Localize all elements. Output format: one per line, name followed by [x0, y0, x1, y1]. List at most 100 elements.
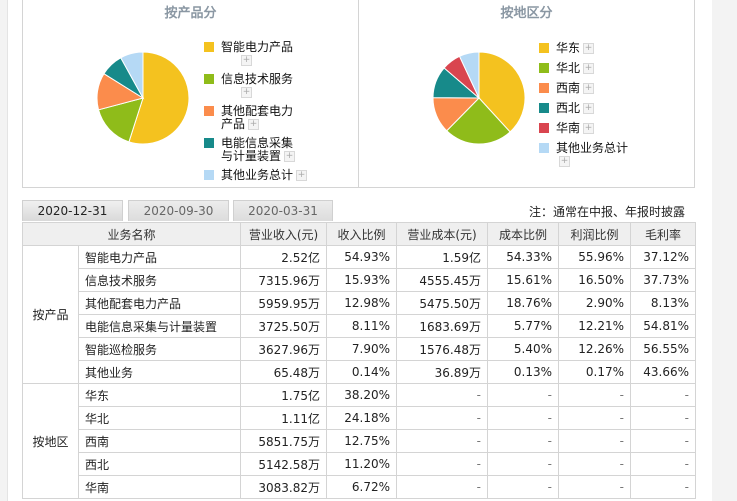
business-name-cell: 华南: [77, 475, 242, 499]
pie-slice[interactable]: [478, 51, 526, 133]
revenue-ratio-cell: 12.98%: [326, 291, 398, 315]
business-name-cell: 其他配套电力产品: [77, 291, 242, 315]
legend-label: 西南 +: [556, 81, 595, 95]
legend-swatch: [204, 42, 214, 52]
business-name-cell: 智能巡检服务: [77, 337, 242, 361]
revenue-ratio-cell: 12.75%: [326, 429, 398, 453]
profit-ratio-cell: 0.17%: [558, 360, 632, 384]
gross-margin-cell: 37.12%: [630, 245, 697, 269]
gross-margin-cell: 54.81%: [630, 314, 697, 338]
tab-2020-03-31[interactable]: 2020-03-31: [233, 200, 333, 221]
legend-item[interactable]: 其他业务总计 +: [539, 142, 649, 168]
cost-cell: -: [396, 383, 489, 407]
gross-margin-cell: 56.55%: [630, 337, 697, 361]
revenue-ratio-cell: 8.11%: [326, 314, 398, 338]
expand-plus-icon[interactable]: +: [241, 87, 252, 98]
cost-cell: 36.89万: [396, 360, 489, 384]
gross-margin-cell: -: [630, 406, 697, 430]
table-body: 按产品 智能电力产品 2.52亿 54.93% 1.59亿 54.33% 55.96% 37.…: [22, 245, 697, 499]
gross-margin-cell: 43.66%: [630, 360, 697, 384]
header-revenue-ratio: 收入比例: [326, 222, 398, 246]
legend-item[interactable]: 西南 +: [539, 82, 689, 95]
legend-item[interactable]: 智能电力产品 +: [204, 41, 314, 67]
table-row: 西北 5142.58万 11.20% - - - -: [23, 452, 697, 476]
business-name-cell: 西南: [77, 429, 242, 453]
table-row: 信息技术服务 7315.96万 15.93% 4555.45万 15.61% 16.50%…: [23, 268, 697, 292]
legend-item[interactable]: 其他配套电力产品 +: [204, 105, 299, 131]
business-name-cell: 其他业务: [77, 360, 242, 384]
table-row: 华北 1.11亿 24.18% - - - -: [23, 406, 697, 430]
tab-2020-12-31[interactable]: 2020-12-31: [22, 200, 123, 221]
gross-margin-cell: -: [630, 383, 697, 407]
revenue-cell: 1.11亿: [240, 406, 328, 430]
legend-swatch: [539, 123, 549, 133]
cost-ratio-cell: -: [487, 429, 560, 453]
legend-label: 其他业务总计 +: [221, 168, 308, 182]
revenue-cell: 3627.96万: [240, 337, 328, 361]
right-gutter: [712, 0, 737, 501]
product-pie-legend: 智能电力产品 + 信息技术服务 + 其他配套电力产品 + 电能信息采集与计量装置 + 其他业务总…: [204, 41, 354, 182]
expand-plus-icon[interactable]: +: [284, 151, 296, 162]
legend-item[interactable]: 华南 +: [539, 122, 689, 135]
revenue-ratio-cell: 6.72%: [326, 475, 398, 499]
legend-swatch: [204, 170, 214, 180]
expand-plus-icon[interactable]: +: [583, 43, 595, 54]
revenue-ratio-cell: 54.93%: [326, 245, 398, 269]
pie-slice[interactable]: [120, 51, 144, 99]
gross-margin-cell: -: [630, 452, 697, 476]
expand-plus-icon[interactable]: +: [583, 63, 595, 74]
revenue-cell: 5959.95万: [240, 291, 328, 315]
group-label: 按产品: [22, 245, 79, 384]
business-name-cell: 电能信息采集与计量装置: [77, 314, 242, 338]
expand-plus-icon[interactable]: +: [583, 103, 595, 114]
revenue-cell: 5851.75万: [240, 429, 328, 453]
expand-plus-icon[interactable]: +: [559, 156, 570, 167]
profit-ratio-cell: 55.96%: [558, 245, 632, 269]
expand-plus-icon[interactable]: +: [248, 119, 260, 130]
table-row: 其他业务 65.48万 0.14% 36.89万 0.13% 0.17% 43.66%: [23, 360, 697, 384]
profit-ratio-cell: -: [558, 406, 632, 430]
profit-ratio-cell: -: [558, 452, 632, 476]
cost-cell: -: [396, 406, 489, 430]
legend-item[interactable]: 信息技术服务 +: [204, 73, 314, 99]
revenue-ratio-cell: 11.20%: [326, 452, 398, 476]
pie-slice[interactable]: [458, 51, 480, 99]
business-name-cell: 智能电力产品: [77, 245, 242, 269]
expand-plus-icon[interactable]: +: [241, 55, 252, 66]
tab-2020-09-30[interactable]: 2020-09-30: [128, 200, 229, 221]
legend-swatch: [539, 143, 549, 153]
profit-ratio-cell: -: [558, 429, 632, 453]
table-row: 电能信息采集与计量装置 3725.50万 8.11% 1683.69万 5.77% 12.…: [23, 314, 697, 338]
profit-ratio-cell: 2.90%: [558, 291, 632, 315]
legend-item[interactable]: 华北 +: [539, 62, 689, 75]
region-pie-title: 按地区分: [500, 6, 553, 21]
profit-ratio-cell: 12.26%: [558, 337, 632, 361]
legend-label: 其他配套电力产品 +: [221, 104, 294, 131]
expand-plus-icon[interactable]: +: [583, 123, 595, 134]
revenue-cell: 3725.50万: [240, 314, 328, 338]
product-pie-title: 按产品分: [164, 6, 217, 21]
cost-ratio-cell: 15.61%: [487, 268, 560, 292]
expand-plus-icon[interactable]: +: [296, 170, 308, 181]
legend-item[interactable]: 电能信息采集与计量装置 +: [204, 137, 299, 163]
expand-plus-icon[interactable]: +: [583, 83, 595, 94]
region-pie-panel: 按地区分 华东 + 华北 + 西南 + 西北 + 华南 + 其他业务总计 +: [358, 0, 695, 188]
legend-label: 信息技术服务 +: [221, 72, 294, 98]
cost-ratio-cell: 5.77%: [487, 314, 560, 338]
revenue-cell: 65.48万: [240, 360, 328, 384]
business-name-cell: 西北: [77, 452, 242, 476]
pie-slice[interactable]: [446, 97, 511, 145]
cost-ratio-cell: -: [487, 452, 560, 476]
table-row: 按产品 智能电力产品 2.52亿 54.93% 1.59亿 54.33% 55.96% 37.…: [22, 245, 697, 384]
legend-label: 华东 +: [556, 41, 595, 55]
legend-item[interactable]: 其他业务总计 +: [204, 169, 354, 182]
pie-slice[interactable]: [97, 97, 144, 143]
legend-item[interactable]: 西北 +: [539, 102, 689, 115]
pie-slice[interactable]: [128, 51, 190, 145]
cost-ratio-cell: 18.76%: [487, 291, 560, 315]
header-business-name: 业务名称: [21, 222, 242, 246]
table-row: 西南 5851.75万 12.75% - - - -: [23, 429, 697, 453]
table-row: 智能巡检服务 3627.96万 7.90% 1576.48万 5.40% 12.26% 56…: [23, 337, 697, 361]
legend-item[interactable]: 华东 +: [539, 42, 689, 55]
region-pie-legend: 华东 + 华北 + 西南 + 西北 + 华南 + 其他业务总计 +: [539, 42, 689, 168]
